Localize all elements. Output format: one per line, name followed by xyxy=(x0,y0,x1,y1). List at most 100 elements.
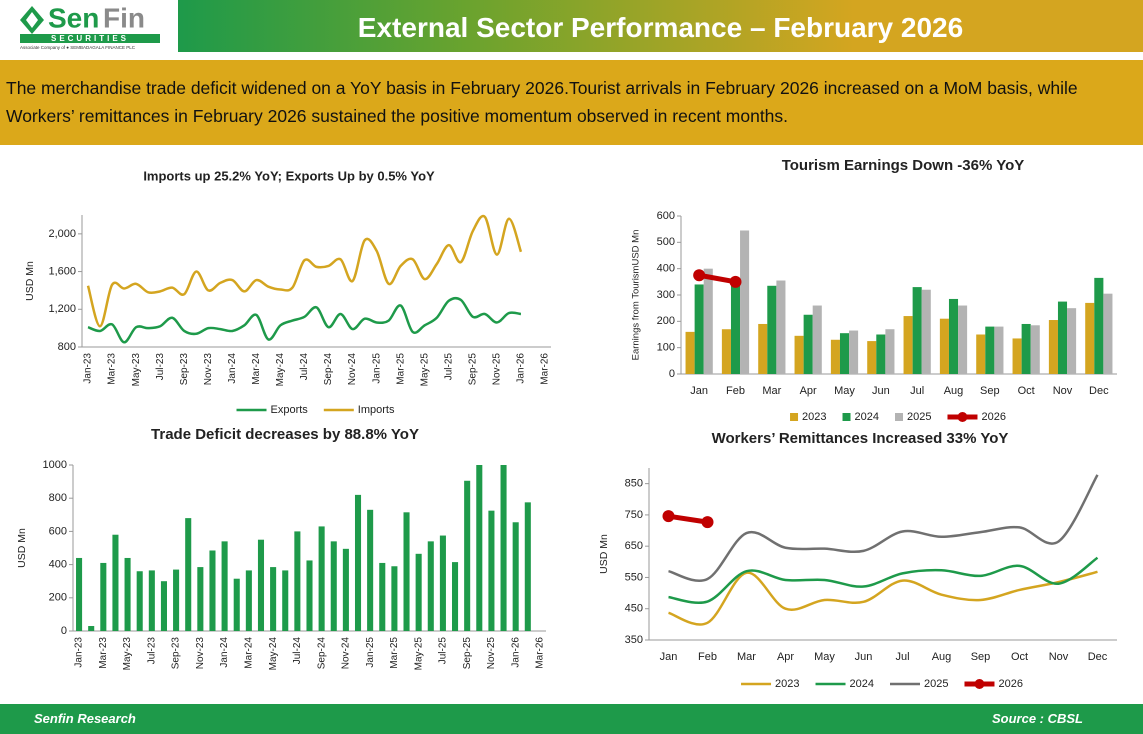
bar xyxy=(1094,277,1104,374)
x-tick-label: Jan-24 xyxy=(227,353,238,384)
bar xyxy=(488,510,495,631)
x-tick-label: Feb xyxy=(698,651,717,663)
bar xyxy=(330,541,337,631)
x-tick-label: Sep-23 xyxy=(179,353,190,386)
x-tick-label: May-24 xyxy=(268,637,279,671)
bar xyxy=(403,512,410,631)
bar xyxy=(318,526,325,631)
series-line xyxy=(87,296,522,344)
legend-label: 2025 xyxy=(924,678,948,690)
chart-title: Workers’ Remittances Increased 33% YoY xyxy=(712,430,1009,447)
y-tick-label: 0 xyxy=(61,625,67,637)
bar xyxy=(740,230,750,374)
x-tick-label: Jan-23 xyxy=(83,353,94,384)
x-tick-label: Nov-25 xyxy=(486,637,497,670)
y-tick-label: 1,200 xyxy=(48,303,76,315)
x-tick-label: Nov-25 xyxy=(492,353,503,386)
bar xyxy=(721,329,731,374)
x-tick-label: Sep xyxy=(971,651,991,663)
bar xyxy=(464,480,471,631)
legend-label: Exports xyxy=(271,404,309,416)
logo-band xyxy=(20,34,160,43)
bar xyxy=(257,539,265,631)
legend-label: 2024 xyxy=(850,678,874,690)
bar xyxy=(885,329,895,374)
y-tick-label: 350 xyxy=(625,634,643,646)
legend-swatch xyxy=(895,413,903,421)
charts: Imports up 25.2% YoY; Exports Up by 0.5%… xyxy=(16,157,1117,690)
y-tick-label: 400 xyxy=(49,559,67,571)
y-tick-label: 200 xyxy=(657,315,675,327)
x-tick-label: Mar-26 xyxy=(535,637,546,669)
x-tick-label: May-25 xyxy=(419,353,430,387)
y-axis-label: USD Mn xyxy=(16,528,28,568)
footer-left: Senfin Research xyxy=(34,711,136,726)
y-tick-label: 450 xyxy=(625,603,643,615)
bar xyxy=(148,570,155,631)
bar xyxy=(803,314,813,374)
y-tick-label: 400 xyxy=(657,263,675,275)
legend-swatch xyxy=(842,413,851,421)
bar xyxy=(185,518,192,631)
x-tick-label: Sep xyxy=(980,385,1000,397)
x-tick-label: Jul xyxy=(910,385,924,397)
bar xyxy=(500,465,507,631)
legend-swatch xyxy=(974,679,985,689)
bar xyxy=(839,333,850,374)
bar xyxy=(100,562,107,631)
footer: Senfin Research Source : CBSL xyxy=(0,704,1143,734)
bar xyxy=(124,557,131,631)
bar xyxy=(776,280,786,374)
bar xyxy=(282,570,289,631)
bar xyxy=(1057,301,1068,374)
bar xyxy=(1048,320,1058,374)
logo-tag: Associate Company of ● SEMBADAGALA FINAN… xyxy=(20,45,136,50)
legend-label: 2026 xyxy=(981,411,1005,423)
x-tick-label: Jul-25 xyxy=(443,353,454,381)
bar xyxy=(867,341,877,374)
logo: Sen Fin SECURITIES Associate Company of … xyxy=(0,0,176,52)
bar xyxy=(758,323,768,374)
y-tick-label: 600 xyxy=(49,525,67,537)
x-tick-label: May-25 xyxy=(413,637,424,671)
x-tick-label: May xyxy=(814,651,835,663)
y-tick-label: 500 xyxy=(657,236,675,248)
bar xyxy=(221,541,228,631)
bar xyxy=(197,567,204,631)
series-marker xyxy=(662,510,675,523)
bar xyxy=(233,578,240,631)
y-tick-label: 800 xyxy=(49,492,67,504)
series-line xyxy=(668,474,1099,582)
x-tick-label: Mar-25 xyxy=(395,353,406,385)
bar xyxy=(849,330,859,374)
series-marker xyxy=(693,269,706,282)
legend-swatch xyxy=(790,413,799,421)
x-tick-label: Jan-24 xyxy=(219,637,230,668)
bar xyxy=(912,287,922,374)
y-tick-label: 1000 xyxy=(43,459,67,471)
x-tick-label: Mar-26 xyxy=(540,353,551,385)
legend-label: 2023 xyxy=(802,411,826,423)
bar xyxy=(439,535,446,631)
y-tick-label: 100 xyxy=(657,342,675,354)
y-axis-label: USD Mn xyxy=(598,534,610,574)
bar xyxy=(342,548,349,631)
x-tick-label: Sep-23 xyxy=(171,637,182,670)
bar xyxy=(1021,323,1031,374)
series-marker xyxy=(729,275,742,288)
bar xyxy=(379,562,386,631)
x-tick-label: Nov-24 xyxy=(341,637,352,670)
bar xyxy=(173,569,180,631)
bar xyxy=(921,289,931,374)
bar xyxy=(767,285,777,374)
bar xyxy=(294,531,301,631)
bar xyxy=(415,553,422,631)
bar xyxy=(976,334,986,374)
bar xyxy=(270,567,277,631)
series-line xyxy=(668,556,1099,605)
bar xyxy=(903,316,913,374)
y-tick-label: 0 xyxy=(669,368,675,380)
bar xyxy=(794,335,804,374)
y-tick-label: 550 xyxy=(625,571,643,583)
x-tick-label: Jul-25 xyxy=(438,637,449,665)
